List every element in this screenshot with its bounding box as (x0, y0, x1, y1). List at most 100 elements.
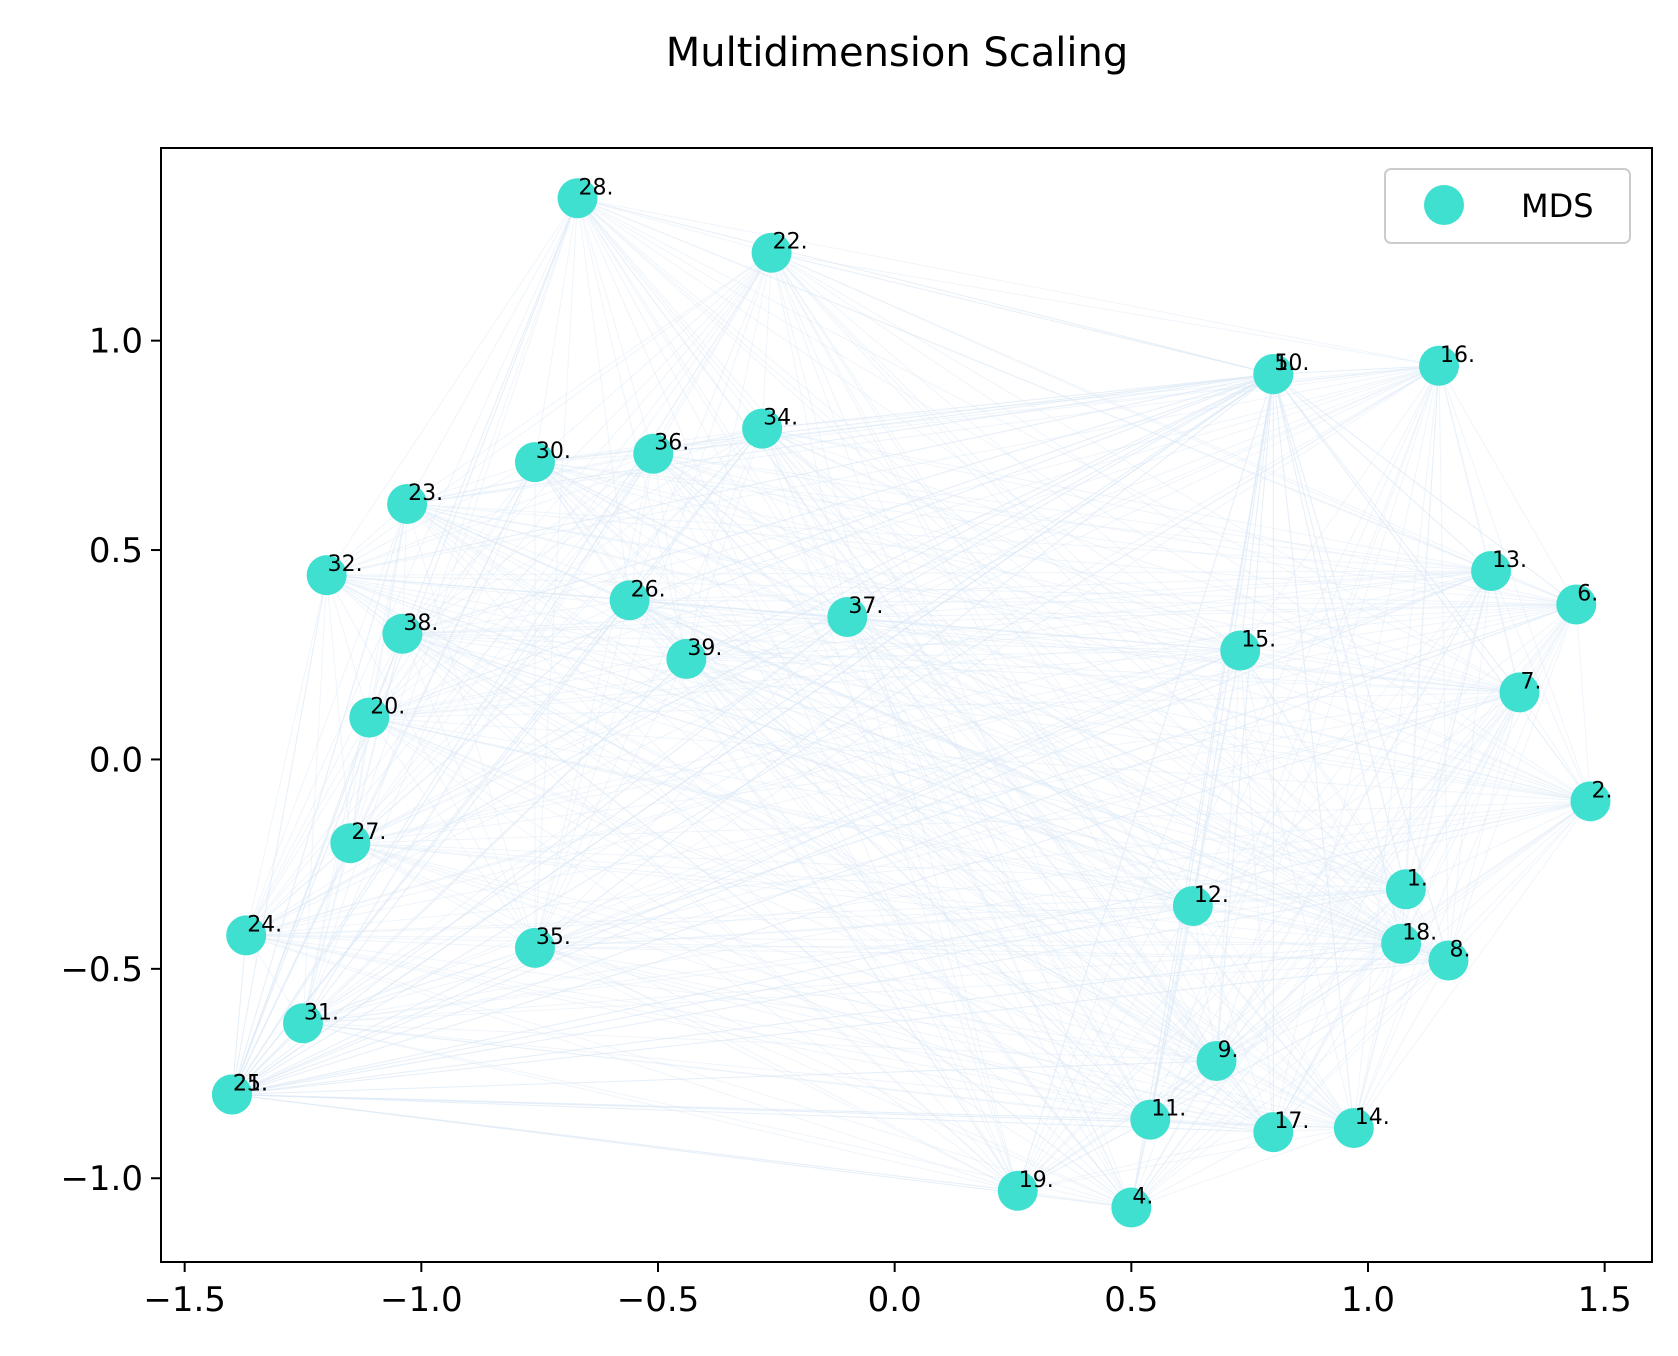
x-tick-label: 0.0 (868, 1280, 922, 1320)
similarity-edge (577, 197, 1274, 375)
similarity-edge (231, 842, 351, 1095)
similarity-edge (846, 616, 1274, 1133)
similarity-edge (350, 570, 1492, 844)
similarity-edge (771, 252, 1591, 802)
x-axis-ticks: −1.5 −1.0 −0.5 0.0 0.5 1.0 1.5 (143, 1262, 1632, 1320)
similarity-edge (302, 1022, 1217, 1062)
similarity-edge (302, 905, 1193, 1024)
similarity-edge (350, 842, 1151, 1121)
similarity-edge (231, 616, 848, 1095)
similarity-edge (1131, 1127, 1354, 1209)
similarity-edge (302, 959, 1449, 1024)
point-label: 16. (1440, 343, 1475, 368)
similarity-edge (350, 599, 630, 844)
similarity-edge (1272, 374, 1355, 1129)
similarity-edge (1017, 604, 1577, 1192)
similarity-edge (1272, 374, 1402, 944)
similarity-edge (762, 428, 1492, 572)
similarity-edge (1130, 570, 1492, 1208)
similarity-edge (1192, 365, 1440, 907)
similarity-edge (349, 198, 579, 844)
similarity-edge (246, 570, 1492, 936)
similarity-edge (402, 633, 1019, 1192)
similarity-edge (534, 947, 1151, 1121)
similarity-edge (245, 252, 772, 936)
data-point (997, 1170, 1038, 1211)
similarity-edge (231, 252, 773, 1095)
similarity-edge (350, 691, 1520, 844)
similarity-edge (369, 717, 1406, 890)
similarity-edge (629, 453, 654, 601)
similarity-edge (1017, 692, 1520, 1192)
similarity-edge (406, 503, 1355, 1129)
similarity-edge (1272, 373, 1520, 693)
similarity-edge (245, 599, 630, 936)
similarity-edge (534, 365, 1440, 949)
similarity-edge (1438, 365, 1591, 802)
similarity-edge (246, 934, 1132, 1209)
similarity-edge (652, 453, 1449, 961)
similarity-edge (577, 197, 772, 254)
similarity-edge (1216, 888, 1407, 1062)
similarity-edge (653, 453, 1520, 693)
similarity-edge (1490, 570, 1520, 693)
similarity-edge (652, 453, 1274, 1133)
point-label: 7. (1520, 669, 1541, 694)
similarity-edge (1239, 365, 1440, 651)
similarity-edge (302, 503, 408, 1024)
similarity-edge (368, 252, 772, 718)
similarity-edge (368, 503, 408, 718)
similarity-edge (406, 503, 630, 601)
similarity-edge (231, 905, 1193, 1095)
similarity-edge (686, 365, 1440, 660)
similarity-edge (629, 599, 1577, 605)
similarity-edge (401, 633, 536, 949)
similarity-edge (368, 453, 654, 718)
similarity-edge (534, 461, 1402, 945)
similarity-edge (245, 503, 408, 936)
point-label: 2. (1591, 778, 1612, 803)
similarity-edge (1216, 365, 1440, 1062)
similarity-edge (326, 461, 536, 576)
data-point (1499, 672, 1540, 713)
similarity-edge (1272, 960, 1449, 1133)
similarity-edge (577, 197, 1591, 802)
similarity-edge (1150, 1119, 1354, 1129)
similarity-edge (1239, 650, 1402, 944)
similarity-edge (761, 428, 1449, 961)
similarity-edge (1216, 692, 1520, 1062)
similarity-edge (302, 800, 1591, 1024)
similarity-edge (686, 658, 1407, 890)
similarity-edge (629, 599, 1274, 1133)
similarity-edge (686, 650, 1241, 660)
similarity-edge (847, 373, 1274, 618)
similarity-edge (1448, 800, 1591, 961)
similarity-edge (1017, 374, 1274, 1191)
similarity-edge (402, 570, 1492, 635)
similarity-edge (406, 503, 1449, 961)
similarity-edge (1017, 365, 1440, 1192)
similarity-edge (534, 800, 1591, 949)
similarity-edge (402, 633, 1591, 802)
similarity-edge (761, 428, 1194, 907)
similarity-edge (246, 691, 1520, 936)
similarity-edge (349, 461, 536, 844)
similarity-edge (326, 574, 1407, 890)
similarity-edge (534, 252, 773, 949)
similarity-edge (1353, 801, 1591, 1129)
similarity-edge (686, 570, 1492, 660)
data-point (557, 178, 598, 219)
point-label: 12. (1194, 883, 1229, 908)
similarity-edge (302, 599, 630, 1024)
similarity-edge (577, 198, 654, 454)
similarity-edge (534, 461, 1449, 961)
similarity-edge (1192, 905, 1355, 1129)
similarity-edge (534, 453, 654, 949)
similarity-edge (231, 461, 536, 1095)
similarity-edge (761, 428, 1402, 945)
similarity-edge (231, 800, 1591, 1095)
similarity-edge (534, 461, 1355, 1129)
similarity-edge (577, 198, 1019, 1192)
similarity-edge (302, 947, 536, 1024)
similarity-edge (534, 198, 579, 948)
